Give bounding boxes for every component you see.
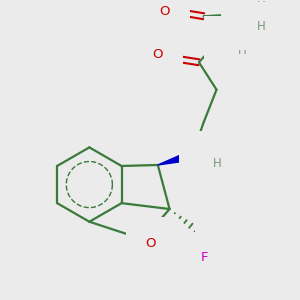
Text: O: O xyxy=(153,48,163,61)
Text: H: H xyxy=(257,0,266,13)
Text: O: O xyxy=(146,237,156,250)
Text: F: F xyxy=(220,238,228,251)
Text: O: O xyxy=(159,5,170,18)
Text: H: H xyxy=(257,20,266,33)
Text: N: N xyxy=(224,36,233,49)
Text: N: N xyxy=(241,10,251,23)
Text: F: F xyxy=(201,251,208,264)
Text: H: H xyxy=(213,157,222,169)
Polygon shape xyxy=(158,151,194,165)
Text: N: N xyxy=(199,151,209,164)
Text: H: H xyxy=(238,44,246,57)
Text: F: F xyxy=(215,220,222,233)
